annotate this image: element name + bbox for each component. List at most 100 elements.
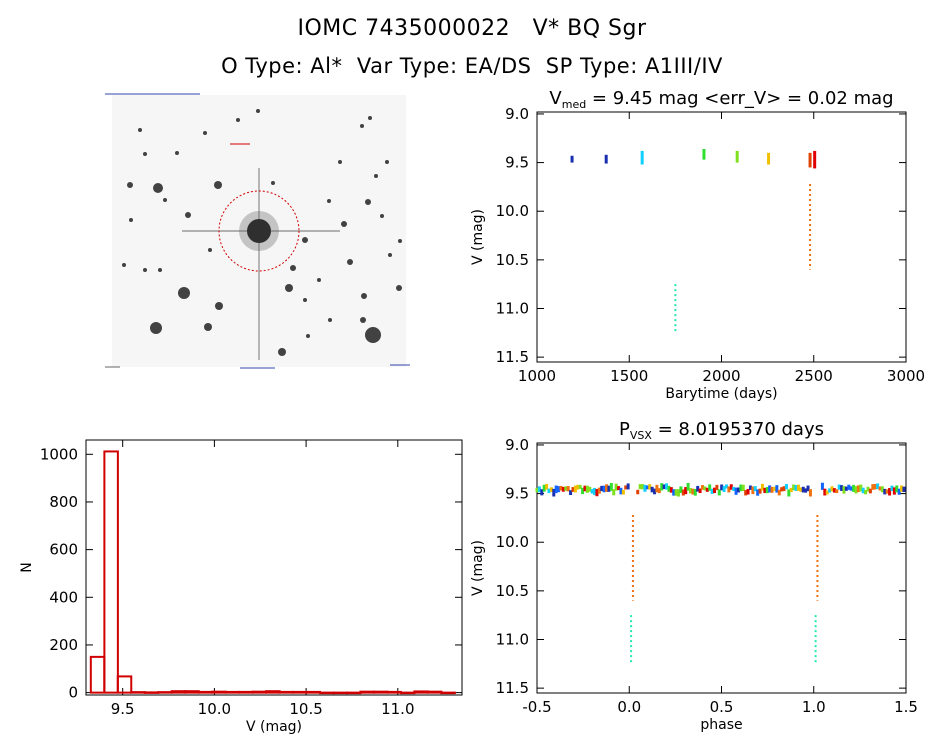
star	[256, 109, 260, 113]
star-field	[122, 109, 402, 356]
x-tick-label: 9.5	[111, 700, 135, 718]
star	[236, 118, 240, 122]
star	[347, 259, 353, 265]
histogram-bar	[116, 675, 133, 694]
y-tick-label: 10.0	[496, 533, 529, 551]
star	[388, 253, 392, 257]
x-tick-label: 1.5	[894, 698, 918, 716]
histogram-bar	[386, 690, 402, 694]
target-star	[182, 168, 340, 360]
chart-subtitle: O Type: Al* Var Type: EA/DS SP Type: A1I…	[221, 54, 723, 78]
x-tick-label: 3000	[887, 367, 925, 385]
histogram-bar	[143, 691, 160, 694]
target-marker-circle	[218, 190, 300, 272]
x-tick-label: 10.5	[289, 700, 322, 718]
panel-title: PVSX = 8.0195370 days	[619, 419, 824, 442]
y-tick-label: 11.0	[496, 630, 529, 648]
histogram-bar	[265, 690, 281, 694]
x-tick-label: 10.0	[198, 700, 231, 718]
star	[285, 284, 293, 292]
y-axis-label: V (mag)	[470, 540, 486, 596]
star	[317, 278, 321, 282]
histogram-bar	[157, 691, 173, 694]
x-tick-label: 11.0	[381, 700, 414, 718]
star	[365, 199, 371, 205]
histogram-bar	[305, 690, 321, 694]
sky-finder-image	[105, 93, 410, 369]
star	[306, 334, 310, 338]
y-tick-label: 600	[49, 541, 78, 559]
x-tick-label: 0.5	[710, 698, 734, 716]
star	[143, 152, 147, 156]
x-tick-label: 1.0	[802, 698, 826, 716]
histogram-bar	[413, 690, 429, 694]
x-tick-label: 1500	[610, 367, 648, 385]
histogram-bar	[89, 655, 106, 694]
x-axis-label: V (mag)	[246, 719, 302, 735]
y-tick-label: 9.5	[505, 485, 529, 503]
x-tick-label: 1000	[518, 367, 556, 385]
star	[328, 318, 332, 322]
y-tick-label: 800	[49, 493, 78, 511]
panel-title: Vmed = 9.45 mag <err_V> = 0.02 mag	[549, 88, 893, 111]
histogram-bar	[103, 450, 119, 694]
x-axis-label: phase	[700, 717, 742, 733]
y-tick-label: 1000	[40, 445, 78, 463]
star	[122, 263, 126, 267]
histogram-bar	[130, 691, 146, 694]
star	[374, 174, 378, 178]
star	[129, 218, 133, 222]
histogram-bar	[399, 691, 416, 695]
histogram-bar	[278, 690, 295, 694]
y-tick-label: 9.5	[505, 154, 529, 172]
star	[203, 131, 207, 135]
star	[327, 199, 331, 203]
histogram-bar	[238, 690, 254, 694]
star	[143, 268, 147, 272]
histogram-bar	[292, 690, 308, 694]
histogram-bar	[251, 690, 268, 694]
star	[278, 348, 286, 356]
x-tick-label: 2500	[795, 367, 833, 385]
axes-frame	[85, 439, 463, 696]
star	[368, 116, 372, 120]
star	[380, 214, 384, 218]
y-tick-label: 11.5	[496, 679, 529, 697]
star	[302, 237, 308, 243]
lightcurve-panel: 1000 1500 2000 2500 3000 9.0 9.5 10.0 10.5 11.0 11…	[470, 88, 925, 402]
histogram-bar	[346, 691, 362, 695]
x-axis-label: Barytime (days)	[665, 386, 777, 402]
histogram-bar	[184, 690, 200, 694]
chart-title: IOMC 7435000022 V* BQ Sgr	[297, 16, 647, 41]
y-tick-label: 10.5	[496, 582, 529, 600]
star	[185, 212, 191, 218]
star	[303, 298, 307, 302]
y-tick-label: 11.0	[496, 299, 529, 317]
histogram-bar	[373, 690, 389, 694]
star	[215, 302, 223, 310]
y-tick-label: 10.0	[496, 202, 529, 220]
star	[138, 128, 142, 132]
star	[208, 248, 212, 252]
star	[396, 285, 402, 291]
histogram-bar	[319, 691, 335, 695]
x-tick-label: 0.0	[617, 698, 641, 716]
y-tick-label: 200	[49, 636, 78, 654]
y-axis-label: N	[19, 562, 35, 572]
phased-panel: -0.5 0.0 0.5 1.0 1.5 9.0 9.5 10.0 10.5 11.0 11.5 ph…	[470, 419, 918, 733]
star	[163, 198, 167, 202]
histogram-bar	[332, 691, 348, 695]
star	[271, 181, 275, 185]
y-tick-label: 400	[49, 588, 78, 606]
histogram-bar	[170, 690, 187, 694]
star	[214, 181, 222, 189]
histogram-panel: 9.5 10.0 10.5 11.0 0 200 400 600 800 1000 V (mag) N	[19, 439, 463, 735]
axes-frame	[536, 442, 907, 694]
star	[360, 317, 366, 323]
star	[290, 265, 296, 271]
y-tick-label: 11.5	[496, 348, 529, 366]
star	[338, 160, 342, 164]
y-axis-label: V (mag)	[470, 209, 486, 265]
y-tick-label: 9.0	[505, 105, 529, 123]
